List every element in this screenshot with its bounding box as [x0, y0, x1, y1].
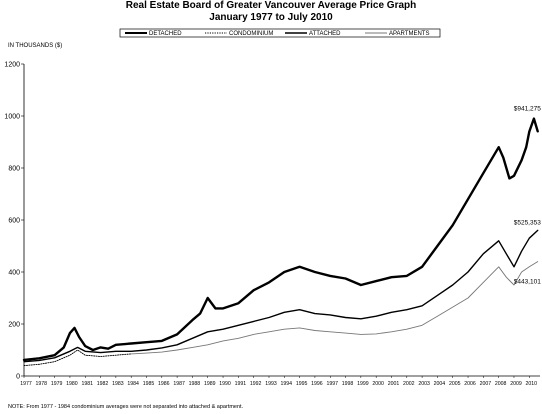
x-tick-label: 2003: [418, 381, 430, 387]
legend-box: [119, 28, 441, 38]
x-tick-label: 1980: [66, 381, 78, 387]
annotation-detached: $941,275: [514, 106, 541, 113]
chart-series: [22, 117, 539, 367]
annotation-attached: $525,353: [514, 219, 541, 226]
series-line-attached: [23, 229, 539, 363]
series-line-apartments: [130, 261, 539, 355]
x-tick-label: 1986: [158, 381, 170, 387]
x-tick-label: 1984: [127, 381, 139, 387]
x-tick-label: 1981: [81, 381, 93, 387]
x-axis-ticks: 1977 1978 1979 1980 1981 1982 1983 1984 1985 1986…: [20, 376, 537, 387]
y-tick-label: 400: [8, 270, 20, 277]
chart-note: NOTE: From 1977 - 1984 condominium avera…: [8, 404, 244, 410]
x-tick-label: 2007: [480, 381, 492, 387]
x-tick-label: 2002: [403, 381, 415, 387]
x-tick-label: 1990: [219, 381, 231, 387]
x-tick-label: 1996: [311, 381, 323, 387]
x-tick-label: 1991: [235, 381, 247, 387]
y-tick-label: 1000: [4, 114, 20, 121]
x-tick-label: 2008: [495, 381, 507, 387]
x-tick-label: 2001: [388, 381, 400, 387]
x-tick-label: 2010: [526, 381, 538, 387]
legend-label-apartments: APARTMENTS: [389, 31, 429, 37]
y-axis-label: IN THOUSANDS ($): [8, 43, 62, 49]
series-line-condominium: [23, 349, 132, 367]
x-tick-label: 1995: [296, 381, 308, 387]
x-tick-label: 2005: [449, 381, 461, 387]
chart-annotations: $941,275 $525,353 $443,101: [514, 106, 541, 286]
x-tick-label: 1997: [326, 381, 338, 387]
x-tick-label: 1999: [357, 381, 369, 387]
x-tick-label: 1979: [51, 381, 63, 387]
series-line-detached: [22, 117, 539, 362]
x-tick-label: 1977: [20, 381, 32, 387]
x-tick-label: 1988: [189, 381, 201, 387]
legend-label-attached: ATTACHED: [309, 31, 341, 37]
y-tick-label: 800: [8, 166, 20, 173]
x-tick-label: 1978: [36, 381, 48, 387]
chart-title: Real Estate Board of Greater Vancouver A…: [126, 0, 417, 11]
x-tick-label: 1998: [342, 381, 354, 387]
x-tick-label: 1992: [250, 381, 262, 387]
y-tick-label: 0: [16, 374, 20, 381]
x-tick-label: 2000: [372, 381, 384, 387]
x-tick-label: 2006: [464, 381, 476, 387]
x-tick-label: 1993: [265, 381, 277, 387]
x-tick-label: 1989: [204, 381, 216, 387]
y-tick-label: 1200: [4, 62, 20, 69]
x-tick-label: 1987: [173, 381, 185, 387]
x-tick-label: 1985: [143, 381, 155, 387]
x-tick-label: 1982: [97, 381, 109, 387]
x-tick-label: 1983: [112, 381, 124, 387]
chart-legend: DETACHED CONDOMINIUM ATTACHED APARTMENTS: [119, 28, 441, 38]
y-tick-label: 200: [8, 322, 20, 329]
y-tick-label: 600: [8, 218, 20, 225]
x-tick-label: 2009: [510, 381, 522, 387]
legend-label-condominium: CONDOMINIUM: [229, 31, 273, 37]
annotation-apartments: $443,101: [514, 279, 541, 286]
chart-subtitle: January 1977 to July 2010: [209, 12, 333, 23]
x-tick-label: 2004: [434, 381, 446, 387]
x-tick-label: 1994: [281, 381, 293, 387]
y-axis-ticks: 0 200 400 600 800 1000 1200: [4, 62, 24, 381]
legend-label-detached: DETACHED: [149, 31, 182, 37]
